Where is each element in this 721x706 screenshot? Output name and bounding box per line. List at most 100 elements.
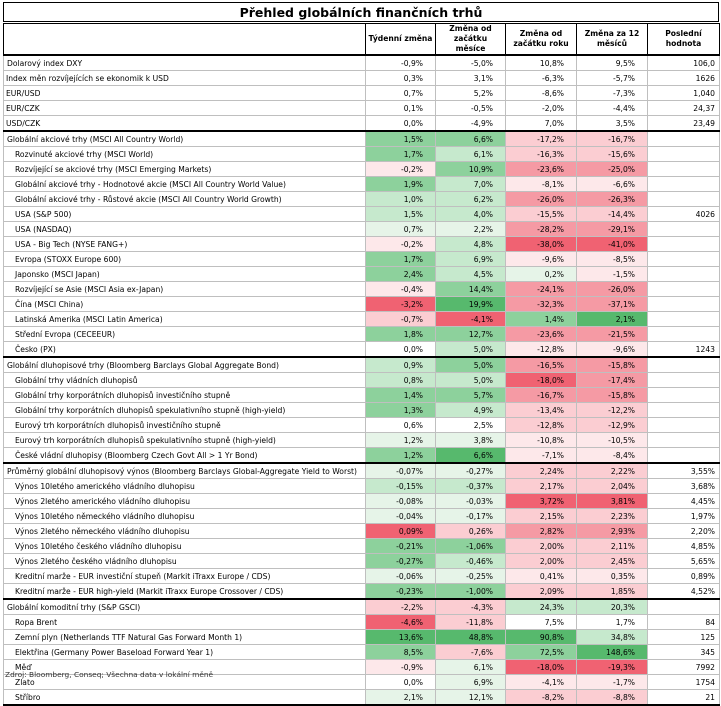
row-label: Stříbro (3, 689, 366, 706)
cell-weekly-change: 1,5% (365, 130, 436, 147)
cell-mtd-change: -0,27% (435, 462, 506, 479)
cell-last-value: 5,65% (647, 553, 720, 569)
cell-weekly-change: -0,07% (365, 462, 436, 479)
cell-12m-change: -9,6% (576, 341, 648, 358)
cell-12m-change: -12,9% (576, 417, 648, 433)
table-row: Globální trhy vládních dluhopisů 0,8% 5,0%… (3, 372, 720, 388)
header-label (3, 23, 366, 56)
cell-12m-change: 2,1% (576, 311, 648, 327)
cell-12m-change: 148,6% (576, 644, 648, 660)
row-label: Globální akciové trhy (MSCI All Country … (3, 130, 366, 147)
cell-weekly-change: 0,7% (365, 85, 436, 101)
row-label: EUR/USD (3, 85, 366, 101)
cell-weekly-change: 0,0% (365, 674, 436, 690)
cell-12m-change: -21,5% (576, 326, 648, 342)
cell-12m-change: -26,0% (576, 281, 648, 297)
cell-ytd-change: 3,72% (505, 493, 577, 509)
cell-mtd-change: 6,1% (435, 146, 506, 162)
cell-last-value: 1,040 (647, 85, 720, 101)
cell-ytd-change: -26,0% (505, 191, 577, 207)
row-label: Globální komoditní trhy (S&P GSCI) (3, 598, 366, 615)
cell-mtd-change: 6,1% (435, 659, 506, 675)
cell-last-value (647, 221, 720, 237)
row-label: Čína (MSCI China) (3, 296, 366, 312)
cell-weekly-change: 1,9% (365, 176, 436, 192)
cell-mtd-change: -7,6% (435, 644, 506, 660)
table-row: Dolarový index DXY -0,9% -5,0% 10,8% 9,5% 106… (3, 54, 720, 71)
cell-mtd-change: 2,5% (435, 417, 506, 433)
cell-mtd-change: 10,9% (435, 161, 506, 177)
cell-last-value: 23,49 (647, 115, 720, 132)
cell-weekly-change: -0,4% (365, 281, 436, 297)
cell-mtd-change: 48,8% (435, 629, 506, 645)
cell-12m-change: 1,85% (576, 583, 648, 600)
cell-last-value (647, 161, 720, 177)
table-row: Výnos 10letého českého vládního dluhopis… (3, 538, 720, 554)
cell-mtd-change: 4,0% (435, 206, 506, 222)
row-label: Rozvinuté akciové trhy (MSCI World) (3, 146, 366, 162)
cell-weekly-change: -0,2% (365, 161, 436, 177)
cell-weekly-change: -0,9% (365, 659, 436, 675)
cell-12m-change: -1,7% (576, 674, 648, 690)
cell-last-value: 3,68% (647, 478, 720, 494)
cell-last-value: 4,85% (647, 538, 720, 554)
cell-weekly-change: 0,0% (365, 341, 436, 358)
cell-last-value (647, 236, 720, 252)
cell-last-value: 125 (647, 629, 720, 645)
table-row: Stříbro 2,1% 12,1% -8,2% -8,8% 21 (3, 689, 720, 706)
cell-mtd-change: 0,26% (435, 523, 506, 539)
cell-ytd-change: -38,0% (505, 236, 577, 252)
cell-ytd-change: -17,2% (505, 130, 577, 147)
table-row: EUR/CZK 0,1% -0,5% -2,0% -4,4% 24,37 (3, 100, 720, 116)
cell-ytd-change: -24,1% (505, 281, 577, 297)
cell-ytd-change: -12,8% (505, 341, 577, 358)
table-row: Globální dluhopisové trhy (Bloomberg Bar… (3, 356, 720, 373)
cell-12m-change: -15,6% (576, 146, 648, 162)
cell-ytd-change: 2,24% (505, 462, 577, 479)
cell-last-value (647, 387, 720, 403)
table-row: USA (S&P 500) 1,5% 4,0% -15,5% -14,4% 4026 (3, 206, 720, 222)
cell-last-value: 24,37 (647, 100, 720, 116)
cell-weekly-change: 2,4% (365, 266, 436, 282)
cell-12m-change: 2,93% (576, 523, 648, 539)
row-label: Globální trhy korporátních dluhopisů inv… (3, 387, 366, 403)
cell-weekly-change: 1,7% (365, 146, 436, 162)
cell-weekly-change: 1,5% (365, 206, 436, 222)
table-row: Kreditní marže - EUR high-yield (Markit … (3, 583, 720, 600)
cell-weekly-change: -0,15% (365, 478, 436, 494)
cell-ytd-change: -18,0% (505, 659, 577, 675)
table-row: Globální komoditní trhy (S&P GSCI) -2,2% -… (3, 598, 720, 615)
table-row: Měď -0,9% 6,1% -18,0% -19,3% 7992 (3, 659, 720, 675)
cell-12m-change: 20,3% (576, 598, 648, 615)
cell-12m-change: -8,5% (576, 251, 648, 267)
cell-mtd-change: 19,9% (435, 296, 506, 312)
cell-last-value: 0,89% (647, 568, 720, 584)
cell-weekly-change: -0,21% (365, 538, 436, 554)
cell-12m-change: 1,7% (576, 614, 648, 630)
row-label: Latinská Amerika (MSCI Latin America) (3, 311, 366, 327)
cell-12m-change: 3,81% (576, 493, 648, 509)
table-row: Globální trhy korporátních dluhopisů spe… (3, 402, 720, 418)
table-row: Ropa Brent -4,6% -11,8% 7,5% 1,7% 84 (3, 614, 720, 630)
table-row: Eurový trh korporátních dluhopisů spekul… (3, 432, 720, 448)
cell-12m-change: -5,7% (576, 70, 648, 86)
cell-12m-change: -41,0% (576, 236, 648, 252)
row-label: Globální dluhopisové trhy (Bloomberg Bar… (3, 356, 366, 373)
cell-last-value: 84 (647, 614, 720, 630)
cell-mtd-change: -11,8% (435, 614, 506, 630)
row-label: Kreditní marže - EUR high-yield (Markit … (3, 583, 366, 600)
cell-12m-change: -17,4% (576, 372, 648, 388)
cell-ytd-change: 24,3% (505, 598, 577, 615)
cell-last-value: 1243 (647, 341, 720, 358)
cell-ytd-change: 7,0% (505, 115, 577, 132)
cell-mtd-change: -0,37% (435, 478, 506, 494)
cell-last-value (647, 281, 720, 297)
cell-weekly-change: 0,9% (365, 356, 436, 373)
cell-weekly-change: -0,7% (365, 311, 436, 327)
row-label: Výnos 2letého českého vládního dluhopisu (3, 553, 366, 569)
cell-last-value: 1754 (647, 674, 720, 690)
cell-12m-change: -12,2% (576, 402, 648, 418)
header-last-value: Poslední hodnota (647, 23, 720, 56)
cell-mtd-change: 12,1% (435, 689, 506, 706)
cell-weekly-change: -2,2% (365, 598, 436, 615)
